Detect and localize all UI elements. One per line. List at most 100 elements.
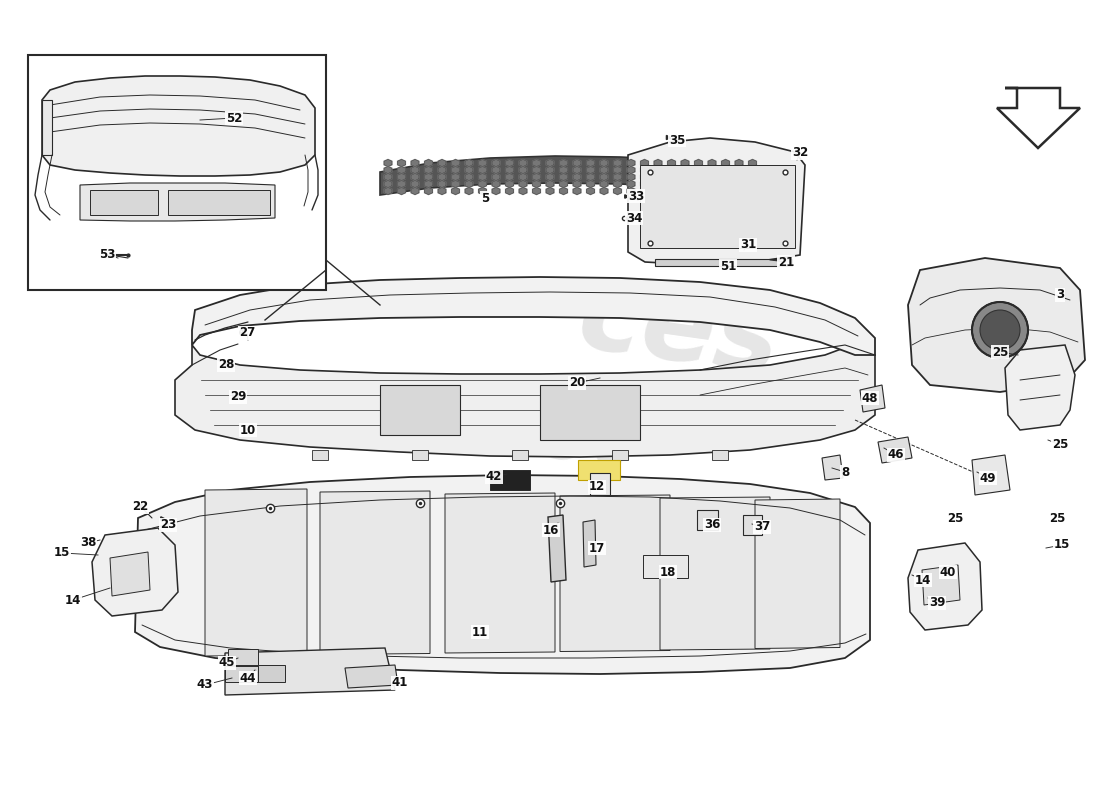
Polygon shape (749, 174, 757, 181)
Polygon shape (822, 455, 843, 480)
Polygon shape (478, 181, 486, 187)
Polygon shape (742, 515, 762, 535)
Polygon shape (452, 174, 460, 181)
Polygon shape (681, 181, 689, 187)
Polygon shape (492, 174, 499, 181)
Polygon shape (749, 159, 757, 166)
Text: 53: 53 (99, 249, 116, 262)
Text: 34: 34 (626, 211, 642, 225)
Text: 11: 11 (472, 626, 488, 638)
Text: 23: 23 (160, 518, 176, 531)
Text: 3: 3 (1056, 289, 1064, 302)
Text: 8: 8 (840, 466, 849, 478)
Text: 17: 17 (588, 542, 605, 554)
Polygon shape (425, 174, 432, 181)
Polygon shape (312, 450, 328, 460)
Text: 44: 44 (240, 671, 256, 685)
Text: 12: 12 (588, 481, 605, 494)
Text: 25: 25 (1052, 438, 1068, 451)
Polygon shape (627, 174, 635, 181)
Polygon shape (922, 565, 960, 605)
Polygon shape (560, 187, 568, 194)
Text: 22: 22 (132, 501, 148, 514)
Polygon shape (506, 159, 514, 166)
Text: 41: 41 (392, 677, 408, 690)
Polygon shape (425, 159, 432, 166)
Polygon shape (42, 76, 315, 176)
Polygon shape (640, 165, 795, 248)
Polygon shape (735, 181, 743, 187)
Polygon shape (465, 159, 473, 166)
Polygon shape (654, 166, 662, 174)
Polygon shape (532, 159, 540, 166)
Polygon shape (654, 181, 662, 187)
Polygon shape (175, 342, 874, 457)
Polygon shape (860, 385, 886, 412)
Polygon shape (694, 159, 703, 166)
Polygon shape (519, 159, 527, 166)
Polygon shape (506, 174, 514, 181)
Polygon shape (560, 166, 568, 174)
Polygon shape (478, 187, 486, 194)
Polygon shape (478, 166, 486, 174)
Text: 45: 45 (219, 657, 235, 670)
Polygon shape (749, 187, 757, 194)
Polygon shape (735, 159, 743, 166)
Polygon shape (490, 470, 530, 490)
Polygon shape (640, 174, 648, 181)
Polygon shape (627, 166, 635, 174)
Polygon shape (546, 159, 554, 166)
Polygon shape (735, 187, 743, 194)
Text: 32: 32 (792, 146, 808, 159)
Text: 28: 28 (218, 358, 234, 371)
Polygon shape (546, 187, 554, 194)
Polygon shape (586, 181, 594, 187)
Polygon shape (519, 174, 527, 181)
Polygon shape (972, 455, 1010, 495)
Polygon shape (425, 181, 432, 187)
Polygon shape (644, 555, 688, 578)
Text: 25: 25 (947, 511, 964, 525)
Text: 52: 52 (226, 111, 242, 125)
Text: a pro: a pro (234, 551, 386, 619)
Circle shape (972, 302, 1028, 358)
Polygon shape (697, 510, 718, 530)
Polygon shape (681, 174, 689, 181)
Polygon shape (627, 187, 635, 194)
Text: 43: 43 (197, 678, 213, 691)
Polygon shape (612, 450, 628, 460)
Polygon shape (708, 181, 716, 187)
Polygon shape (452, 159, 460, 166)
Polygon shape (1005, 345, 1075, 430)
Polygon shape (578, 460, 620, 480)
Polygon shape (586, 159, 594, 166)
Polygon shape (668, 181, 675, 187)
Polygon shape (614, 166, 622, 174)
Polygon shape (506, 181, 514, 187)
Polygon shape (722, 166, 729, 174)
Polygon shape (258, 665, 285, 682)
Text: 42: 42 (486, 470, 503, 483)
Polygon shape (411, 181, 419, 187)
Text: 37: 37 (754, 521, 770, 534)
Polygon shape (735, 166, 743, 174)
Polygon shape (722, 159, 729, 166)
Polygon shape (681, 187, 689, 194)
Polygon shape (168, 190, 270, 215)
Text: 51: 51 (719, 259, 736, 273)
Polygon shape (546, 174, 554, 181)
Polygon shape (668, 187, 675, 194)
Polygon shape (90, 190, 158, 215)
Polygon shape (226, 648, 395, 695)
Polygon shape (438, 181, 446, 187)
Polygon shape (586, 174, 594, 181)
Polygon shape (708, 166, 716, 174)
Polygon shape (601, 174, 608, 181)
Polygon shape (627, 159, 635, 166)
Polygon shape (412, 450, 428, 460)
Polygon shape (614, 181, 622, 187)
Polygon shape (628, 138, 805, 265)
Polygon shape (560, 174, 568, 181)
Polygon shape (601, 166, 608, 174)
Polygon shape (532, 187, 540, 194)
